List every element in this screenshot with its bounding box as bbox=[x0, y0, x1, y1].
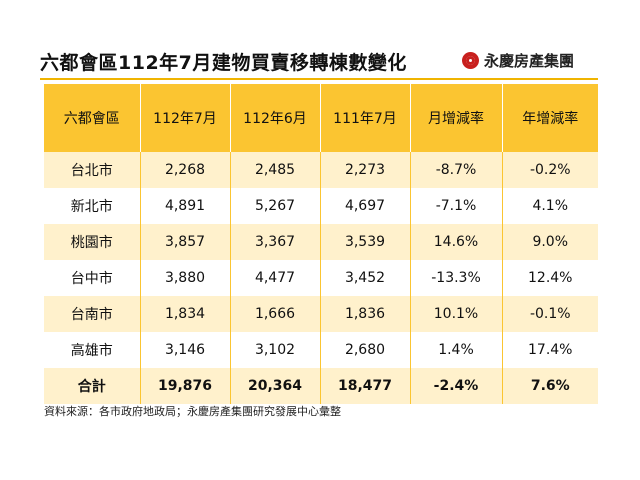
rate-cell: -13.3% bbox=[410, 260, 503, 296]
header-111-jul: 111年7月 bbox=[320, 84, 411, 152]
total-value-cell: 19,876 bbox=[140, 368, 231, 404]
value-cell: 1,834 bbox=[140, 296, 231, 332]
transfer-table: 六都會區 112年7月 112年6月 111年7月 月增減率 年增減率 台北市 … bbox=[44, 84, 598, 404]
table-header-row: 六都會區 112年7月 112年6月 111年7月 月增減率 年增減率 bbox=[44, 84, 598, 152]
value-cell: 1,836 bbox=[320, 296, 411, 332]
total-value-cell: 20,364 bbox=[230, 368, 321, 404]
rate-cell: 14.6% bbox=[410, 224, 503, 260]
title-divider bbox=[40, 78, 598, 80]
brand-logo-icon bbox=[462, 52, 479, 69]
rate-cell: 17.4% bbox=[502, 332, 598, 368]
rate-cell: 1.4% bbox=[410, 332, 503, 368]
rate-cell: 10.1% bbox=[410, 296, 503, 332]
header-112-jul: 112年7月 bbox=[140, 84, 231, 152]
rate-cell: -0.2% bbox=[502, 152, 598, 188]
brand: 永慶房產集團 bbox=[462, 50, 574, 71]
value-cell: 3,539 bbox=[320, 224, 411, 260]
value-cell: 2,268 bbox=[140, 152, 231, 188]
rate-cell: -0.1% bbox=[502, 296, 598, 332]
value-cell: 3,367 bbox=[230, 224, 321, 260]
header-112-jun: 112年6月 bbox=[230, 84, 321, 152]
table-row: 台北市 2,268 2,485 2,273 -8.7% -0.2% bbox=[44, 152, 598, 188]
value-cell: 3,146 bbox=[140, 332, 231, 368]
city-cell: 台南市 bbox=[44, 296, 141, 332]
rate-cell: -8.7% bbox=[410, 152, 503, 188]
value-cell: 4,891 bbox=[140, 188, 231, 224]
value-cell: 4,697 bbox=[320, 188, 411, 224]
table-row: 高雄市 3,146 3,102 2,680 1.4% 17.4% bbox=[44, 332, 598, 368]
rate-cell: 9.0% bbox=[502, 224, 598, 260]
total-rate-cell: 7.6% bbox=[502, 368, 598, 404]
source-note: 資料來源：各市政府地政局；永慶房產集團研究發展中心彙整 bbox=[44, 405, 341, 418]
total-rate-cell: -2.4% bbox=[410, 368, 503, 404]
page-title: 六都會區112年7月建物買賣移轉棟數變化 bbox=[40, 52, 407, 74]
total-value-cell: 18,477 bbox=[320, 368, 411, 404]
header-city: 六都會區 bbox=[44, 84, 141, 152]
header-yoy: 年增減率 bbox=[502, 84, 598, 152]
city-cell: 新北市 bbox=[44, 188, 141, 224]
value-cell: 3,102 bbox=[230, 332, 321, 368]
total-label-cell: 合計 bbox=[44, 368, 141, 404]
brand-name: 永慶房產集團 bbox=[484, 52, 575, 70]
city-cell: 桃園市 bbox=[44, 224, 141, 260]
city-cell: 台北市 bbox=[44, 152, 141, 188]
table-row: 台南市 1,834 1,666 1,836 10.1% -0.1% bbox=[44, 296, 598, 332]
total-row: 合計 19,876 20,364 18,477 -2.4% 7.6% bbox=[44, 368, 598, 404]
rate-cell: 12.4% bbox=[502, 260, 598, 296]
value-cell: 4,477 bbox=[230, 260, 321, 296]
header-mom: 月增減率 bbox=[410, 84, 503, 152]
city-cell: 高雄市 bbox=[44, 332, 141, 368]
value-cell: 2,485 bbox=[230, 152, 321, 188]
value-cell: 2,273 bbox=[320, 152, 411, 188]
value-cell: 1,666 bbox=[230, 296, 321, 332]
table-row: 桃園市 3,857 3,367 3,539 14.6% 9.0% bbox=[44, 224, 598, 260]
table-row: 台中市 3,880 4,477 3,452 -13.3% 12.4% bbox=[44, 260, 598, 296]
value-cell: 3,880 bbox=[140, 260, 231, 296]
rate-cell: -7.1% bbox=[410, 188, 503, 224]
value-cell: 5,267 bbox=[230, 188, 321, 224]
value-cell: 3,857 bbox=[140, 224, 231, 260]
table-row: 新北市 4,891 5,267 4,697 -7.1% 4.1% bbox=[44, 188, 598, 224]
rate-cell: 4.1% bbox=[502, 188, 598, 224]
value-cell: 2,680 bbox=[320, 332, 411, 368]
value-cell: 3,452 bbox=[320, 260, 411, 296]
city-cell: 台中市 bbox=[44, 260, 141, 296]
